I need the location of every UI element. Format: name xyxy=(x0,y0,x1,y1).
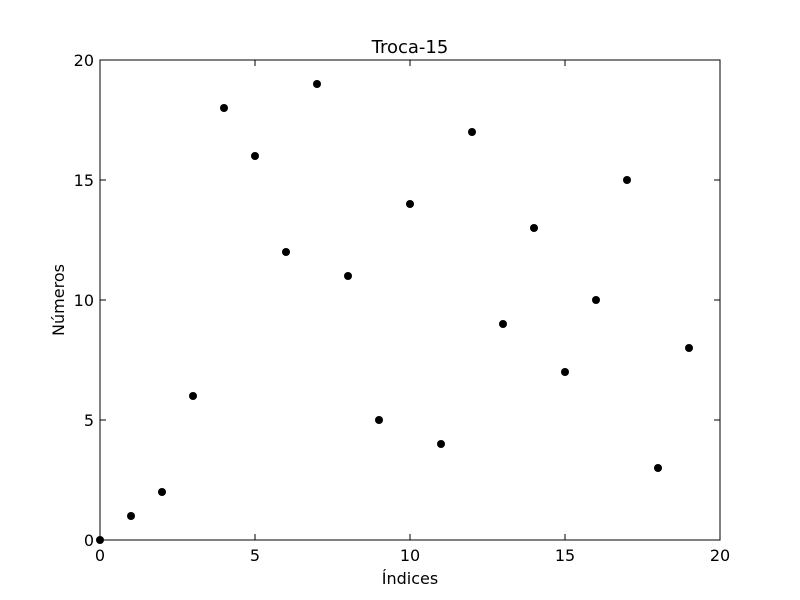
data-point xyxy=(437,440,445,448)
axis-ticks xyxy=(99,59,721,541)
data-point xyxy=(685,344,693,352)
data-point xyxy=(592,296,600,304)
data-point xyxy=(344,272,352,280)
x-tick-label: 5 xyxy=(250,546,260,565)
data-point xyxy=(561,368,569,376)
x-tick-label: 10 xyxy=(400,546,420,565)
data-point xyxy=(127,512,135,520)
data-point xyxy=(468,128,476,136)
data-point xyxy=(375,416,383,424)
y-tick-label: 10 xyxy=(74,291,94,310)
y-tick-label: 20 xyxy=(74,51,94,70)
plot-area-frame xyxy=(99,59,721,541)
y-tick-label: 0 xyxy=(84,531,94,550)
data-point xyxy=(499,320,507,328)
data-point xyxy=(220,104,228,112)
x-tick-label: 0 xyxy=(95,546,105,565)
data-point xyxy=(406,200,414,208)
data-point xyxy=(623,176,631,184)
data-point xyxy=(313,80,321,88)
data-point xyxy=(189,392,197,400)
data-point xyxy=(158,488,166,496)
data-point xyxy=(96,536,104,544)
data-point xyxy=(530,224,538,232)
data-points xyxy=(96,80,693,544)
data-point xyxy=(282,248,290,256)
y-tick-label: 5 xyxy=(84,411,94,430)
x-axis-label: Índices xyxy=(382,569,438,588)
axis-tick-labels: 0 5 10 15 20 0 5 10 15 20 xyxy=(74,51,731,565)
chart-title: Troca-15 xyxy=(371,37,449,58)
y-tick-label: 15 xyxy=(74,171,94,190)
x-tick-label: 20 xyxy=(710,546,730,565)
x-tick-label: 15 xyxy=(555,546,575,565)
y-axis-label: Números xyxy=(49,264,68,336)
data-point xyxy=(251,152,259,160)
data-point xyxy=(654,464,662,472)
